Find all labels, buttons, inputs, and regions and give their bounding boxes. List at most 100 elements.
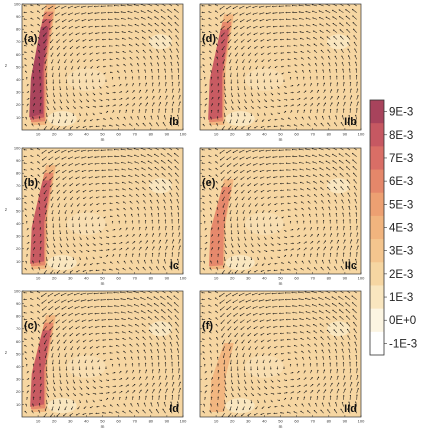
vector-arrowhead <box>103 359 105 362</box>
vector-arrowhead <box>83 204 85 207</box>
vector-arrowhead <box>24 202 26 204</box>
vector-arrow <box>49 326 54 331</box>
vector-arrowhead <box>78 74 80 77</box>
vector-arrow <box>303 83 306 87</box>
vector-arrowhead <box>296 76 298 79</box>
vector-arrowhead <box>121 175 123 177</box>
vector-arrowhead <box>272 176 275 179</box>
vector-arrowhead <box>143 259 146 262</box>
vector-arrow <box>128 37 133 40</box>
vector-arrow <box>61 5 67 9</box>
vector-arrowhead <box>168 35 171 37</box>
vector-arrow <box>255 119 258 123</box>
vector-arrowhead <box>130 207 132 209</box>
vector-arrowhead <box>308 260 310 262</box>
vector-arrow <box>340 408 344 414</box>
vector-arrow <box>230 250 234 254</box>
vector-arrowhead <box>285 169 288 171</box>
vector-arrowhead <box>172 381 175 384</box>
vector-arrowhead <box>48 158 50 161</box>
vector-arrow <box>246 169 252 173</box>
vector-arrow <box>43 183 47 188</box>
vector-arrow <box>88 312 93 315</box>
vector-arrowhead <box>335 115 337 117</box>
vector-arrowhead <box>257 232 260 234</box>
vector-arrowhead <box>135 187 138 190</box>
vector-arrow <box>82 326 87 329</box>
vector-arrow <box>270 105 274 108</box>
vector-arrowhead <box>215 174 217 176</box>
vector-arrow <box>259 5 265 8</box>
vector-arrowhead <box>324 102 326 105</box>
vector-arrow <box>341 206 344 211</box>
vector-arrowhead <box>88 183 91 186</box>
vector-arrowhead <box>116 208 118 210</box>
vector-arrow <box>167 309 173 314</box>
vector-arrowhead <box>280 405 283 407</box>
vector-arrowhead <box>55 21 57 23</box>
vector-arrow <box>306 44 311 47</box>
vector-arrow <box>149 187 153 191</box>
vector-arrowhead <box>266 176 268 179</box>
vector-arrow <box>81 5 87 8</box>
vector-arrowhead <box>241 271 243 274</box>
vector-arrowhead <box>30 24 32 26</box>
vector-arrowhead <box>157 115 159 117</box>
vector-arrowhead <box>49 178 51 181</box>
vector-arrow <box>161 315 166 320</box>
vector-arrowhead <box>25 116 27 119</box>
vector-arrowhead <box>293 195 296 197</box>
vector-arrowhead <box>149 336 151 338</box>
vector-arrowhead <box>69 184 71 187</box>
vector-arrowhead <box>273 412 275 415</box>
vector-arrow <box>294 202 298 204</box>
x-tick-label: 90 <box>165 419 170 424</box>
vector-arrowhead <box>173 302 176 304</box>
vector-arrow <box>306 24 311 27</box>
vector-arrowhead <box>259 170 262 173</box>
vector-arrow <box>134 174 140 177</box>
vector-arrowhead <box>216 200 218 203</box>
vector-arrowhead <box>80 293 82 296</box>
vector-arrow <box>230 72 232 77</box>
vector-arrow <box>340 48 344 53</box>
vector-arrowhead <box>214 17 217 19</box>
x-tick-label: 60 <box>294 276 299 281</box>
vector-arrow <box>229 210 232 215</box>
vector-arrow <box>23 312 27 314</box>
vector-arrowhead <box>60 395 63 398</box>
vector-arrowhead <box>32 220 35 223</box>
vector-arrowhead <box>132 369 134 372</box>
vector-arrowhead <box>149 55 152 58</box>
vector-arrow <box>334 55 338 60</box>
vector-arrow <box>129 337 133 341</box>
vector-arrowhead <box>51 68 54 71</box>
vector-arrowhead <box>30 181 33 184</box>
vector-arrowhead <box>258 101 261 103</box>
vector-arrowhead <box>137 62 139 65</box>
vector-arrowhead <box>265 156 268 159</box>
vector-arrowhead <box>75 327 77 329</box>
vector-arrow <box>224 99 227 104</box>
vector-arrow <box>126 291 133 294</box>
vector-arrowhead <box>113 11 116 14</box>
vector-arrowhead <box>167 15 170 18</box>
vector-arrowhead <box>99 231 102 233</box>
vector-arrowhead <box>113 155 116 158</box>
vector-arrow <box>114 312 120 314</box>
vector-arrowhead <box>31 337 33 339</box>
vector-arrow <box>343 88 345 93</box>
vector-arrowhead <box>201 188 204 191</box>
vector-arrowhead <box>105 367 107 370</box>
x-tick-label: 80 <box>327 132 332 137</box>
vector-arrowhead <box>143 206 146 209</box>
vector-arrow <box>128 44 133 47</box>
vector-arrow <box>129 57 133 60</box>
vector-arrowhead <box>352 3 353 4</box>
vector-arrow <box>165 375 167 380</box>
vector-arrowhead <box>142 409 144 412</box>
vector-arrow <box>137 63 140 67</box>
vector-arrow <box>323 89 326 93</box>
vector-arrowhead <box>62 321 64 323</box>
vector-arrowhead <box>292 104 295 107</box>
